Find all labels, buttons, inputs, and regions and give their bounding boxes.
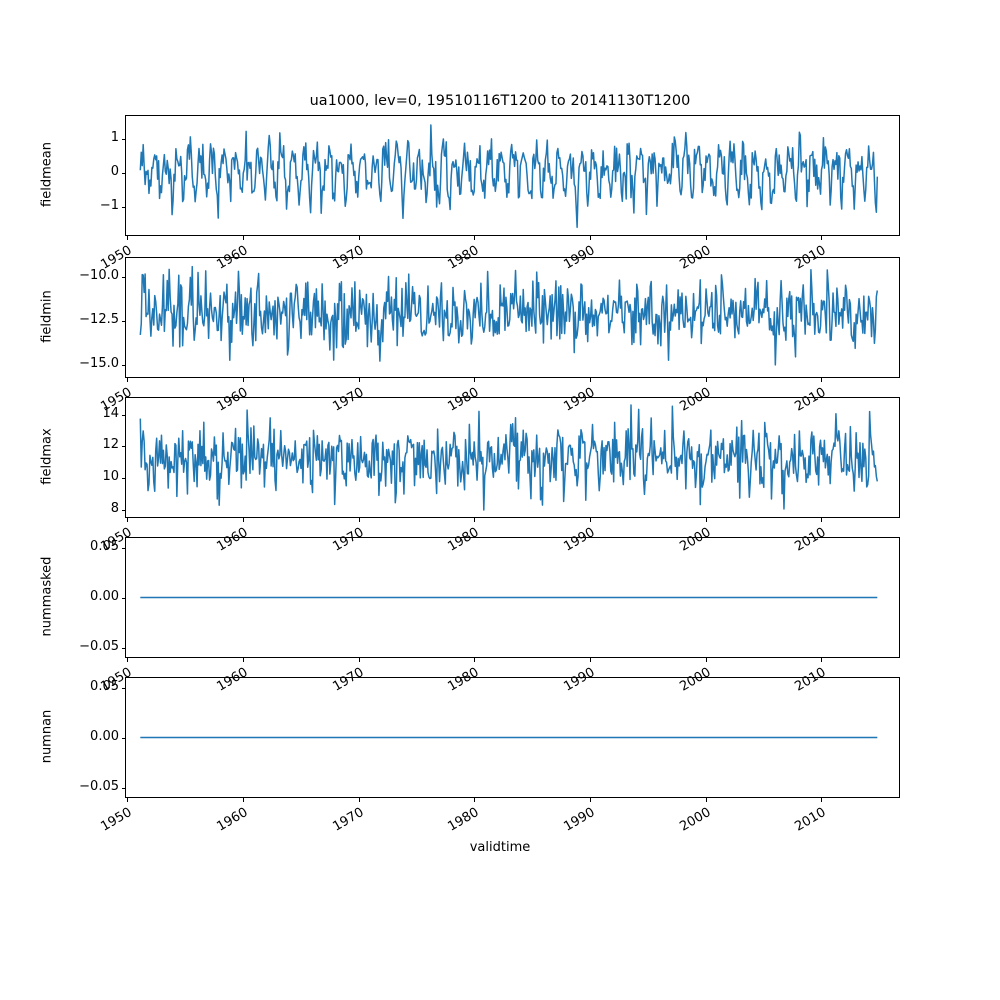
- x-tick-mark: [821, 658, 823, 662]
- y-tick-text: 10: [102, 469, 119, 485]
- x-tick-mark: [358, 518, 360, 522]
- x-tick-mark: [358, 378, 360, 382]
- x-tick-mark: [705, 378, 707, 382]
- y-tick-mark: [121, 173, 126, 175]
- y-tick-mark: [121, 478, 126, 480]
- x-tick-mark: [474, 658, 476, 662]
- x-tick-mark: [127, 518, 129, 522]
- x-tick-mark: [358, 658, 360, 662]
- y-tick-mark: [121, 597, 126, 599]
- x-tick-mark: [358, 236, 360, 240]
- y-tick-text: −0.05: [79, 638, 119, 654]
- y-tick-text: 8: [110, 501, 119, 517]
- y-tick-mark: [121, 139, 126, 141]
- x-tick-label-2000-p4: 2000: [676, 805, 714, 835]
- x-tick-mark: [127, 378, 129, 382]
- x-tick-mark: [474, 798, 476, 802]
- y-tick-mark: [121, 414, 126, 416]
- x-tick-label-1990-p4: 1990: [561, 805, 598, 835]
- x-tick-label-1970-p4: 1970: [329, 805, 367, 835]
- y-tick-mark: [121, 687, 126, 689]
- x-tick-label-2010-p4: 2010: [792, 805, 829, 835]
- y-tick-text: 0: [110, 164, 119, 180]
- x-tick-mark: [590, 236, 592, 240]
- x-tick-mark: [127, 798, 129, 802]
- y-tick-text: 14: [102, 405, 119, 421]
- x-tick-mark: [243, 236, 245, 240]
- subplot-fieldmax: [125, 397, 900, 518]
- x-tick-mark: [705, 236, 707, 240]
- y-axis-label-fieldmean: fieldmean: [39, 141, 55, 207]
- y-tick-mark: [121, 737, 126, 739]
- x-tick-mark: [243, 378, 245, 382]
- y-tick-text: 0.05: [90, 678, 119, 694]
- x-tick-mark: [358, 798, 360, 802]
- x-tick-mark: [590, 378, 592, 382]
- x-tick-mark: [705, 798, 707, 802]
- x-tick-label-1950-p4: 1950: [98, 805, 135, 835]
- figure-title: ua1000, lev=0, 19510116T1200 to 20141130…: [309, 93, 691, 109]
- series-line-fieldmean: [140, 125, 877, 227]
- y-tick-text: −10.0: [79, 268, 119, 284]
- x-tick-mark: [821, 518, 823, 522]
- series-line-fieldmax: [140, 405, 877, 510]
- x-tick-mark: [821, 236, 823, 240]
- y-tick-text: 1: [110, 130, 119, 146]
- y-tick-text: 0.05: [90, 538, 119, 554]
- x-tick-mark: [474, 378, 476, 382]
- x-tick-mark: [590, 658, 592, 662]
- subplot-numnan: [125, 677, 900, 798]
- x-tick-mark: [590, 798, 592, 802]
- y-tick-mark: [121, 446, 126, 448]
- y-axis-label-numnan: numnan: [39, 709, 55, 763]
- subplot-fieldmean: [125, 115, 900, 236]
- x-tick-mark: [243, 798, 245, 802]
- y-tick-text: −0.05: [79, 778, 119, 794]
- y-tick-text: 12: [102, 437, 119, 453]
- x-tick-mark: [474, 518, 476, 522]
- y-axis-label-fieldmin: fieldmin: [39, 289, 55, 343]
- y-tick-mark: [121, 547, 126, 549]
- series-line-fieldmin: [140, 267, 877, 365]
- y-tick-text: −12.5: [79, 312, 119, 327]
- x-tick-mark: [705, 518, 707, 522]
- y-tick-mark: [121, 321, 126, 323]
- y-tick-mark: [121, 364, 126, 366]
- x-tick-label-1960-p4: 1960: [214, 805, 251, 835]
- x-tick-mark: [127, 658, 129, 662]
- y-tick-mark: [121, 207, 126, 209]
- y-tick-text: −15.0: [79, 355, 119, 371]
- y-tick-text: 0.00: [90, 588, 119, 604]
- y-axis-label-nummasked: nummasked: [39, 556, 55, 636]
- x-tick-mark: [243, 658, 245, 662]
- x-tick-mark: [590, 518, 592, 522]
- x-tick-mark: [821, 798, 823, 802]
- x-axis-label: validtime: [469, 840, 531, 855]
- y-tick-mark: [121, 510, 126, 512]
- x-tick-mark: [821, 378, 823, 382]
- y-tick-text: 0.00: [90, 728, 119, 744]
- y-axis-label-fieldmax: fieldmax: [39, 427, 55, 485]
- x-tick-mark: [705, 658, 707, 662]
- x-tick-mark: [127, 236, 129, 240]
- subplot-fieldmin: [125, 257, 900, 378]
- x-tick-mark: [243, 518, 245, 522]
- x-tick-mark: [474, 236, 476, 240]
- subplot-nummasked: [125, 537, 900, 658]
- x-tick-label-1980-p4: 1980: [445, 805, 482, 835]
- y-tick-mark: [121, 647, 126, 649]
- y-tick-mark: [121, 277, 126, 279]
- y-tick-text: −1: [99, 198, 119, 214]
- y-tick-mark: [121, 787, 126, 789]
